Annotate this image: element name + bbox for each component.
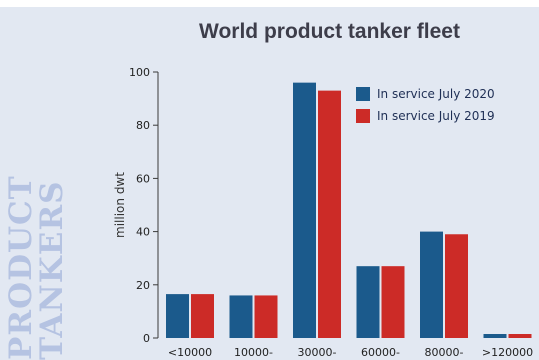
bar-2019-0 (191, 294, 214, 338)
legend-item-2020: In service July 2020 (356, 83, 495, 105)
legend-label-2020: In service July 2020 (377, 87, 495, 101)
x-tick-label-2: 30000- (298, 346, 337, 359)
bar-2020-3 (357, 266, 380, 338)
y-tick-label-0: 0 (143, 332, 150, 345)
bar-2019-4 (445, 234, 468, 338)
bar-2019-5 (509, 334, 532, 338)
chart-legend: In service July 2020 In service July 201… (356, 83, 495, 127)
chart-axes (153, 72, 158, 338)
bar-2019-2 (318, 91, 341, 338)
x-tick-label-4: 80000- (425, 346, 464, 359)
y-tick-label-80: 80 (136, 119, 150, 132)
x-tick-label-1: 10000- (234, 346, 273, 359)
y-axis-label: million dwt (113, 172, 127, 238)
x-tick-label-3: 60000- (361, 346, 400, 359)
bar-2020-5 (484, 334, 507, 338)
bar-2020-4 (420, 232, 443, 338)
y-tick-label-40: 40 (136, 226, 150, 239)
legend-swatch-2020 (356, 87, 370, 101)
legend-swatch-2019 (356, 109, 370, 123)
bar-2020-0 (166, 294, 189, 338)
y-tick-label-20: 20 (136, 279, 150, 292)
bar-2020-1 (230, 295, 253, 338)
legend-item-2019: In service July 2019 (356, 105, 495, 127)
bar-2019-1 (255, 295, 278, 338)
y-tick-label-100: 100 (129, 66, 150, 79)
x-tick-label-0: <10000 (168, 346, 212, 359)
bar-2020-2 (293, 83, 316, 338)
bar-2019-3 (382, 266, 405, 338)
y-tick-label-60: 60 (136, 172, 150, 185)
x-tick-label-5: >120000 (482, 346, 533, 359)
legend-label-2019: In service July 2019 (377, 109, 495, 123)
